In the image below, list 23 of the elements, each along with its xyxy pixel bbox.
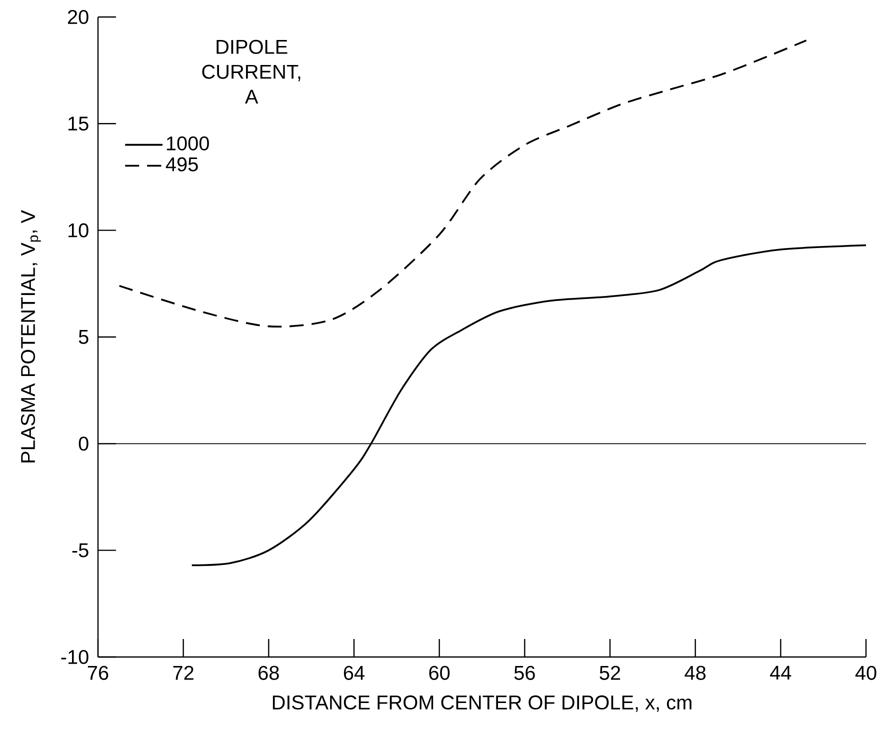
legend-title: DIPOLE CURRENT, A (202, 40, 300, 104)
y-axis-title: PLASMA POTENTIAL, V$_{p}$, V (20, 210, 41, 462)
x-axis-title: DISTANCE FROM CENTER OF DIPOLE, x, cm (272, 695, 692, 712)
y-tick-label: 20 (68, 10, 88, 24)
x-tick-label: 56 (514, 666, 535, 680)
x-tick-label: 44 (770, 666, 792, 680)
x-tick-label: 76 (88, 666, 108, 680)
x-tick-label: 72 (173, 666, 194, 680)
line-series (118, 40, 808, 328)
y-tick-label: -5 (72, 543, 88, 558)
x-tick-label: 52 (600, 666, 620, 680)
x-tick-label: 68 (258, 666, 279, 680)
legend-label: 495 (166, 157, 198, 172)
y-tick-label: 5 (78, 330, 88, 344)
y-tick-label: 10 (68, 223, 88, 238)
x-tick-label: 60 (429, 666, 450, 680)
x-tick-label: 40 (855, 666, 876, 680)
legend-label: 1000 (166, 136, 209, 150)
y-tick-label: 0 (78, 436, 88, 451)
y-tick-label: -10 (61, 650, 88, 664)
x-tick-label: 48 (684, 666, 706, 680)
x-tick-label: 64 (344, 666, 364, 680)
y-tick-label: 15 (68, 116, 88, 131)
